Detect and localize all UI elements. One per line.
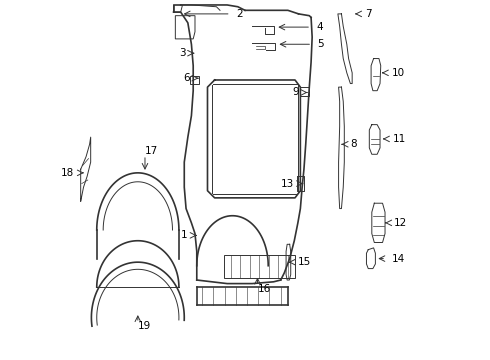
Text: 5: 5 — [318, 39, 324, 49]
Text: 6: 6 — [183, 73, 190, 83]
Text: 17: 17 — [145, 147, 158, 157]
Text: 19: 19 — [138, 321, 151, 332]
Text: 16: 16 — [258, 284, 271, 294]
Text: 7: 7 — [365, 9, 371, 19]
Text: 14: 14 — [392, 253, 405, 264]
Bar — [300, 87, 309, 96]
Bar — [190, 76, 198, 84]
Text: 11: 11 — [392, 134, 406, 144]
Text: 10: 10 — [392, 68, 405, 78]
Text: 15: 15 — [297, 257, 311, 267]
Text: 9: 9 — [292, 87, 298, 98]
Text: 1: 1 — [181, 230, 188, 240]
Text: 13: 13 — [281, 179, 294, 189]
Text: 8: 8 — [350, 139, 357, 149]
Text: 2: 2 — [236, 9, 243, 19]
Bar — [223, 255, 295, 278]
Text: 12: 12 — [394, 218, 407, 228]
Text: 3: 3 — [179, 48, 185, 58]
Text: 4: 4 — [317, 22, 323, 32]
Text: 18: 18 — [61, 168, 74, 178]
